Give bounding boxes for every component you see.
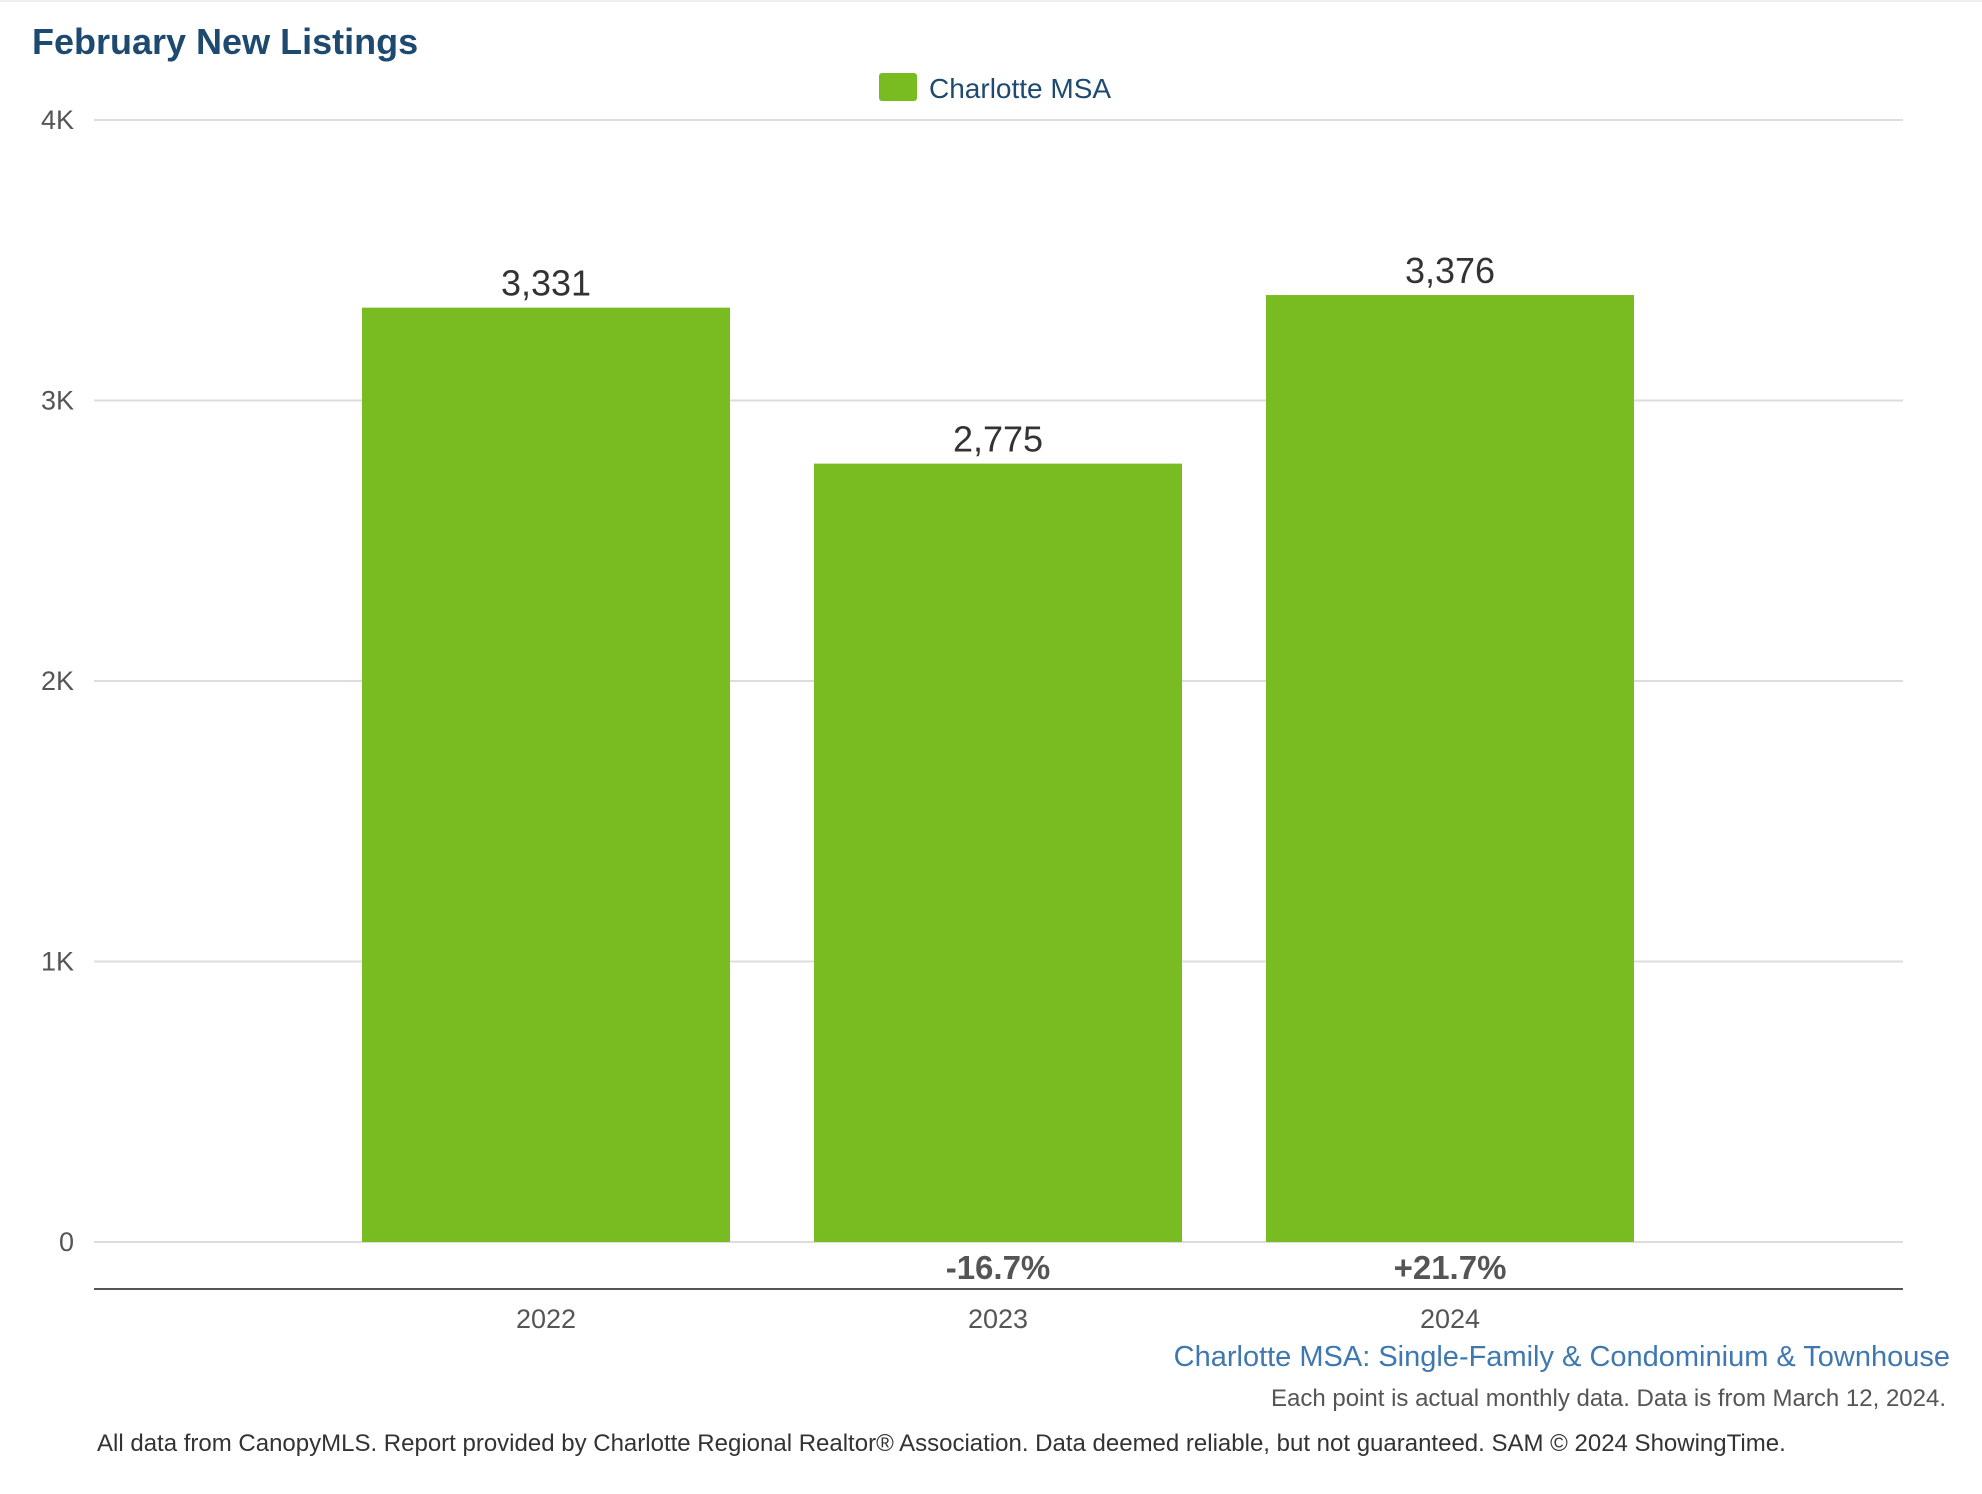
change-labels: -16.7% +21.7% [946,1249,1507,1286]
y-axis: 0 1K 2K 3K 4K [41,105,74,1257]
change-label: +21.7% [1394,1249,1507,1286]
bar-2023[interactable] [814,463,1182,1242]
x-tick-label: 2024 [1420,1304,1480,1334]
chart-title: February New Listings [32,21,418,62]
bars [362,295,1634,1243]
bar-value-label: 3,376 [1405,250,1495,291]
bar-value-label: 2,775 [953,419,1043,460]
value-labels: 3,331 2,775 3,376 [501,250,1495,460]
y-tick-label: 1K [41,947,74,977]
y-tick-label: 2K [41,666,74,696]
y-tick-label: 3K [41,386,74,416]
x-axis: 2022 2023 2024 [516,1304,1480,1334]
bar-value-label: 3,331 [501,263,591,304]
legend-swatch [879,73,917,101]
legend[interactable]: Charlotte MSA [879,73,1111,104]
data-note: Each point is actual monthly data. Data … [1271,1385,1946,1412]
change-label: -16.7% [946,1249,1051,1286]
credits-note: All data from CanopyMLS. Report provided… [97,1430,1786,1457]
x-tick-label: 2023 [968,1304,1028,1334]
bar-2024[interactable] [1266,295,1634,1243]
bar-2022[interactable] [362,307,730,1242]
series-note: Charlotte MSA: Single-Family & Condomini… [1174,1341,1950,1373]
top-border [0,0,1982,2]
x-tick-label: 2022 [516,1304,576,1334]
y-tick-label: 0 [59,1227,74,1257]
legend-label: Charlotte MSA [929,73,1111,104]
y-tick-label: 4K [41,105,74,135]
